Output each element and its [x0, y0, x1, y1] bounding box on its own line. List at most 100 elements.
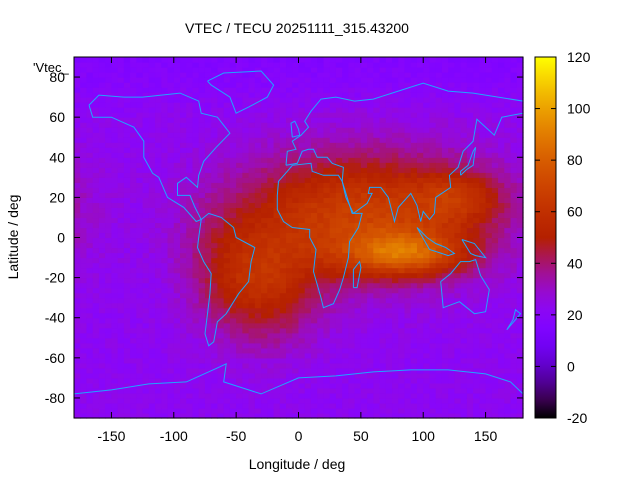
- heatmap-cell: [286, 102, 293, 108]
- heatmap-cell: [335, 352, 343, 359]
- heatmap-cell: [329, 177, 337, 183]
- heatmap-cell: [105, 97, 113, 103]
- heatmap-cell: [286, 97, 293, 103]
- heatmap-cell: [317, 172, 325, 178]
- heatmap-cell: [491, 347, 499, 354]
- heatmap-cell: [392, 137, 399, 143]
- heatmap-cell: [136, 202, 144, 209]
- heatmap-cell: [385, 257, 393, 264]
- heatmap-cell: [304, 142, 312, 148]
- heatmap-cell: [491, 172, 499, 178]
- heatmap-cell: [491, 67, 499, 73]
- heatmap-cell: [167, 267, 175, 274]
- heatmap-cell: [460, 182, 468, 188]
- heatmap-cell: [186, 207, 194, 214]
- heatmap-cell: [155, 102, 162, 108]
- heatmap-cell: [86, 307, 94, 314]
- heatmap-cell: [217, 152, 225, 158]
- heatmap-cell: [385, 162, 393, 168]
- heatmap-cell: [410, 157, 418, 163]
- heatmap-cell: [416, 277, 424, 284]
- heatmap-cell: [410, 177, 418, 183]
- heatmap-cell: [491, 72, 499, 78]
- heatmap-cell: [148, 102, 156, 108]
- heatmap-cell: [229, 157, 237, 163]
- heatmap-cell: [429, 327, 437, 334]
- heatmap-cell: [92, 267, 100, 274]
- heatmap-cell: [273, 142, 281, 148]
- heatmap-cell: [161, 252, 169, 259]
- heatmap-cell: [448, 317, 456, 324]
- heatmap-cell: [360, 372, 368, 379]
- heatmap-cell: [254, 222, 262, 229]
- heatmap-cell: [304, 332, 312, 339]
- heatmap-cell: [117, 257, 125, 264]
- heatmap-cell: [248, 262, 256, 269]
- heatmap-cell: [105, 262, 113, 269]
- heatmap-cell: [248, 377, 256, 384]
- heatmap-cell: [98, 152, 106, 158]
- heatmap-cell: [148, 267, 156, 274]
- heatmap-cell: [348, 237, 356, 244]
- heatmap-cell: [429, 347, 437, 354]
- heatmap-cell: [410, 147, 418, 153]
- heatmap-cell: [130, 212, 137, 219]
- heatmap-cell: [86, 152, 94, 158]
- heatmap-cell: [217, 272, 225, 279]
- heatmap-cell: [286, 122, 293, 128]
- heatmap-cell: [310, 202, 318, 209]
- heatmap-cell: [173, 357, 181, 364]
- heatmap-cell: [367, 347, 374, 354]
- heatmap-cell: [448, 352, 456, 359]
- heatmap-cell: [155, 137, 162, 143]
- heatmap-cell: [491, 142, 499, 148]
- heatmap-cell: [98, 222, 106, 229]
- heatmap-cell: [323, 187, 331, 193]
- heatmap-cell: [485, 407, 493, 414]
- heatmap-cell: [273, 352, 281, 359]
- heatmap-cell: [454, 72, 462, 78]
- heatmap-cell: [167, 397, 175, 404]
- heatmap-cell: [198, 377, 206, 384]
- heatmap-cell: [148, 342, 156, 349]
- heatmap-cell: [335, 72, 343, 78]
- heatmap-cell: [310, 322, 318, 329]
- heatmap-cell: [367, 247, 374, 254]
- heatmap-cell: [167, 82, 175, 88]
- heatmap-cell: [379, 112, 387, 118]
- heatmap-cell: [261, 337, 268, 344]
- heatmap-cell: [454, 227, 462, 234]
- heatmap-cell: [317, 207, 325, 214]
- heatmap-cell: [498, 262, 505, 269]
- heatmap-cell: [335, 402, 343, 409]
- heatmap-cell: [161, 282, 169, 289]
- heatmap-cell: [180, 262, 187, 269]
- heatmap-cell: [105, 342, 113, 349]
- heatmap-cell: [204, 372, 212, 379]
- heatmap-cell: [279, 317, 287, 324]
- heatmap-cell: [198, 367, 206, 374]
- heatmap-cell: [236, 402, 243, 409]
- heatmap-cell: [142, 332, 150, 339]
- heatmap-cell: [379, 412, 387, 419]
- heatmap-cell: [310, 337, 318, 344]
- heatmap-cell: [204, 337, 212, 344]
- heatmap-cell: [360, 252, 368, 259]
- heatmap-cell: [310, 342, 318, 349]
- heatmap-cell: [323, 182, 331, 188]
- heatmap-cell: [304, 297, 312, 304]
- heatmap-cell: [155, 382, 162, 389]
- heatmap-cell: [385, 72, 393, 78]
- heatmap-cell: [342, 232, 349, 239]
- heatmap-cell: [286, 167, 293, 173]
- heatmap-cell: [348, 72, 356, 78]
- heatmap-cell: [435, 347, 443, 354]
- heatmap-cell: [323, 122, 331, 128]
- heatmap-cell: [223, 332, 231, 339]
- heatmap-cell: [317, 402, 325, 409]
- heatmap-cell: [123, 277, 131, 284]
- heatmap-cell: [261, 107, 268, 113]
- heatmap-cell: [142, 77, 150, 83]
- heatmap-cell: [111, 147, 119, 153]
- heatmap-cell: [98, 322, 106, 329]
